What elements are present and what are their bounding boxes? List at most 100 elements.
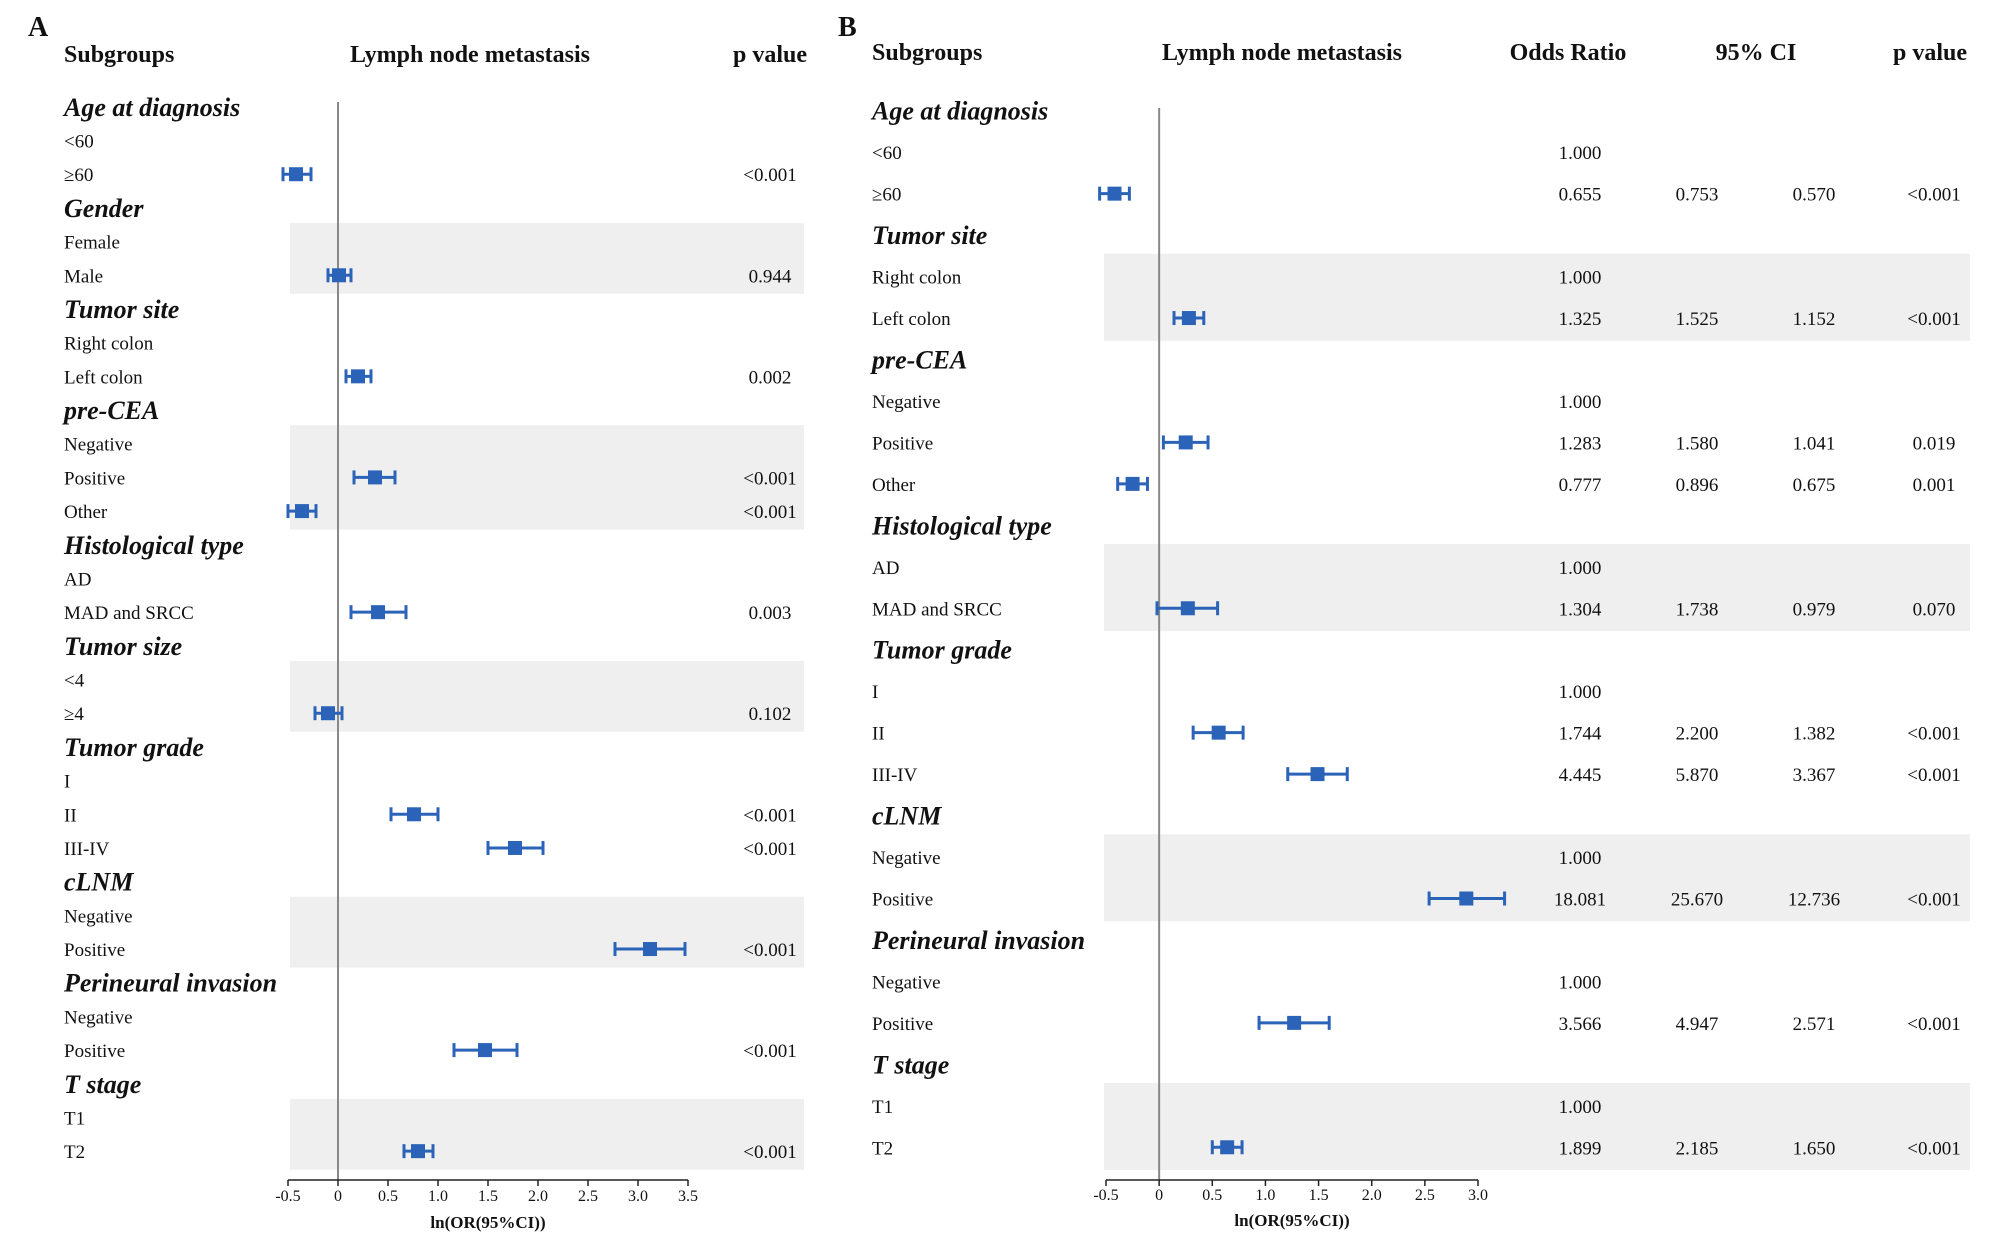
group-label: Histological type	[63, 531, 244, 560]
odds-ratio-value: 1.000	[1559, 143, 1602, 164]
row-label: <4	[64, 671, 85, 692]
ci-lower-value: 1.650	[1793, 1138, 1836, 1159]
ci-lower-value: 0.570	[1793, 185, 1836, 206]
group-label: T stage	[872, 1050, 949, 1079]
group-label: Tumor grade	[64, 733, 204, 762]
shaded-band	[290, 896, 804, 968]
ci-upper-value: 2.185	[1676, 1138, 1719, 1159]
x-tick-label: 2.0	[528, 1188, 548, 1205]
p-value: <0.001	[1907, 1014, 1960, 1035]
odds-ratio-value: 18.081	[1554, 890, 1606, 911]
row-label: AD	[64, 569, 91, 590]
row-label: Positive	[872, 1014, 933, 1035]
header-title: Lymph node metastasis	[1162, 40, 1402, 66]
row-label: II	[872, 724, 885, 745]
x-tick-label: 2.5	[1415, 1187, 1435, 1204]
group-label: Perineural invasion	[871, 926, 1085, 955]
row-label: I	[64, 772, 70, 793]
group-label: pre-CEA	[870, 346, 967, 375]
p-value: <0.001	[1907, 765, 1960, 786]
shaded-band	[290, 1098, 804, 1170]
header-p-value: p value	[1893, 40, 1967, 66]
x-tick-label: 3.0	[1468, 1187, 1488, 1204]
odds-ratio-value: 1.000	[1559, 558, 1602, 579]
row-label: Negative	[872, 392, 941, 413]
row-label: II	[64, 805, 77, 826]
row-label: AD	[872, 558, 899, 579]
estimate-marker	[643, 942, 657, 957]
odds-ratio-value: 0.777	[1559, 475, 1602, 496]
shaded-band	[290, 661, 804, 732]
group-label: Gender	[64, 194, 144, 223]
header-ci: 95% CI	[1716, 40, 1797, 66]
shaded-band	[290, 223, 804, 294]
estimate-marker	[289, 167, 303, 182]
estimate-marker	[321, 706, 335, 721]
row-label: Negative	[64, 906, 133, 927]
group-label: Histological type	[871, 511, 1052, 540]
x-tick-label: -0.5	[1093, 1187, 1118, 1204]
row-label: Negative	[64, 1007, 133, 1028]
p-value: <0.001	[743, 165, 796, 186]
x-tick-label: 0.5	[378, 1188, 398, 1205]
row-label: Negative	[872, 972, 941, 993]
p-value: <0.001	[1907, 185, 1960, 206]
ci-upper-value: 4.947	[1676, 1014, 1719, 1035]
estimate-marker	[1220, 1140, 1235, 1155]
row-label: Right colon	[64, 334, 154, 355]
panel-letter: B	[838, 12, 857, 43]
odds-ratio-value: 1.000	[1559, 682, 1602, 703]
header-subgroups: Subgroups	[64, 42, 174, 68]
x-tick-label: 1.5	[1309, 1187, 1329, 1204]
row-label: MAD and SRCC	[872, 599, 1002, 620]
group-label: cLNM	[64, 868, 134, 897]
estimate-marker	[371, 605, 385, 620]
estimate-marker	[1287, 1015, 1302, 1030]
estimate-marker	[407, 807, 421, 822]
p-value: <0.001	[743, 805, 796, 826]
row-label: T2	[64, 1142, 85, 1163]
header-p-value: p value	[733, 42, 807, 68]
shaded-band	[1104, 544, 1970, 632]
row-label: Male	[64, 266, 103, 287]
ci-lower-value: 12.736	[1788, 890, 1840, 911]
estimate-marker	[351, 369, 365, 384]
p-value: <0.001	[743, 1041, 796, 1062]
p-value: <0.001	[1907, 1138, 1960, 1159]
odds-ratio-value: 0.655	[1559, 185, 1602, 206]
ci-upper-value: 0.753	[1676, 185, 1719, 206]
p-value: <0.001	[743, 468, 796, 489]
row-label: III-IV	[64, 839, 110, 860]
odds-ratio-value: 3.566	[1559, 1014, 1602, 1035]
p-value: 0.944	[749, 266, 792, 287]
ci-upper-value: 5.870	[1676, 765, 1719, 786]
header-odds-ratio: Odds Ratio	[1510, 40, 1627, 66]
group-label: Tumor site	[872, 221, 987, 250]
x-tick-label: 0.5	[1202, 1187, 1222, 1204]
ci-upper-value: 1.580	[1676, 433, 1719, 454]
p-value: 0.019	[1913, 433, 1956, 454]
estimate-marker	[478, 1043, 492, 1058]
x-tick-label: 1.5	[478, 1188, 498, 1205]
ci-lower-value: 0.979	[1793, 599, 1836, 620]
p-value: <0.001	[1907, 724, 1960, 745]
group-label: Tumor grade	[872, 636, 1012, 665]
estimate-marker	[508, 840, 522, 855]
row-label: Positive	[872, 433, 933, 454]
p-value: <0.001	[1907, 309, 1960, 330]
shaded-band	[1104, 253, 1970, 341]
row-label: Other	[872, 475, 916, 496]
row-label: Negative	[64, 435, 133, 456]
ci-lower-value: 1.041	[1793, 433, 1836, 454]
odds-ratio-value: 1.000	[1559, 392, 1602, 413]
x-tick-label: 0	[1155, 1187, 1163, 1204]
group-label: pre-CEA	[62, 396, 159, 425]
row-label: <60	[64, 132, 94, 153]
row-label: ≥60	[872, 185, 901, 206]
estimate-marker	[295, 504, 309, 519]
estimate-marker	[1211, 725, 1226, 740]
row-label: Other	[64, 502, 108, 523]
x-tick-label: 1.0	[428, 1188, 448, 1205]
odds-ratio-value: 1.744	[1559, 724, 1602, 745]
